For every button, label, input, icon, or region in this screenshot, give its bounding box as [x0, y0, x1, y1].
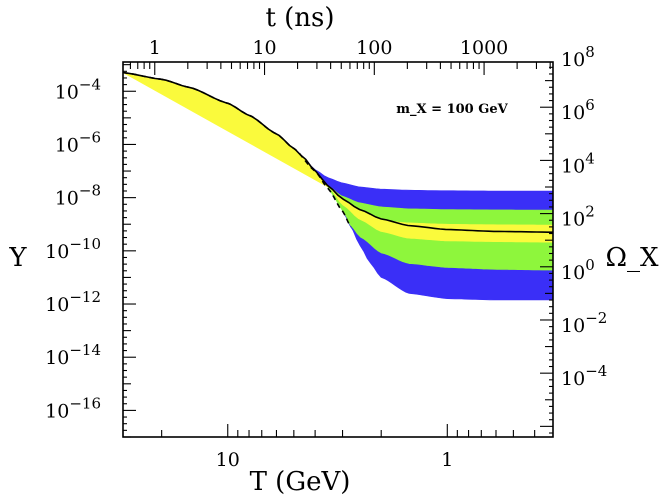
y2-tick-exponent: 0 [585, 256, 595, 274]
y2-tick-label: 102 [561, 203, 595, 231]
y2-tick-base: 10 [561, 315, 585, 337]
y2-tick-label: 10−2 [561, 309, 607, 337]
band-outer-upper [293, 148, 553, 211]
y2-tick-exponent: 4 [585, 149, 595, 167]
y-tick-label: 10−16 [45, 394, 101, 422]
y2-tick-label: 100 [561, 256, 595, 284]
relic-density-bands [123, 72, 553, 301]
y2-tick-exponent: −4 [585, 362, 607, 380]
y-tick-exponent: −12 [69, 288, 101, 306]
curve-freeze-out-central- [123, 71, 553, 233]
y-tick-label: 10−14 [45, 341, 101, 369]
y-tick-label: 10−4 [55, 75, 101, 103]
y2-tick-exponent: 2 [585, 203, 595, 221]
y2-axis-title: Ω_X [605, 243, 659, 273]
y-tick-exponent: −10 [69, 235, 101, 253]
y-tick-base: 10 [55, 188, 79, 210]
plot-frame [122, 61, 554, 438]
y-tick-base: 10 [55, 81, 79, 103]
x2-axis-title: t (ns) [265, 3, 334, 33]
y-tick-label: 10−8 [55, 182, 101, 210]
y2-tick-base: 10 [561, 209, 585, 231]
y2-tick-label: 106 [561, 96, 595, 124]
y-tick-exponent: −16 [69, 394, 101, 412]
y-tick-exponent: −4 [79, 75, 101, 93]
y-tick-exponent: −8 [79, 182, 101, 200]
curve-equilibrium [123, 71, 352, 228]
axis-ticks [122, 62, 553, 438]
x-tick-label: 1 [441, 449, 453, 471]
x2-tick-label: 10 [252, 37, 276, 59]
x2-tick-label: 1 [149, 37, 161, 59]
y-tick-base: 10 [55, 134, 79, 156]
y-tick-base: 10 [45, 241, 69, 263]
x-axis-title: T (GeV) [250, 467, 351, 497]
y-tick-base: 10 [45, 294, 69, 316]
y-tick-base: 10 [45, 400, 69, 422]
y2-tick-base: 10 [561, 368, 585, 390]
abundance-curves [123, 71, 553, 233]
y-tick-base: 10 [45, 347, 69, 369]
band-outer-lower [342, 210, 553, 301]
y-tick-label: 10−12 [45, 288, 101, 316]
y2-tick-base: 10 [561, 155, 585, 177]
y-tick-label: 10−6 [55, 128, 101, 156]
x2-tick-label: 100 [356, 37, 392, 59]
y2-tick-label: 108 [561, 43, 595, 71]
y2-tick-label: 104 [561, 149, 595, 177]
x-tick-label: 10 [216, 449, 240, 471]
y2-tick-exponent: 6 [585, 96, 595, 114]
x2-tick-label: 1000 [460, 37, 508, 59]
y-tick-label: 10−10 [45, 235, 101, 263]
y2-tick-base: 10 [561, 102, 585, 124]
y2-tick-label: 10−4 [561, 362, 607, 390]
y-tick-exponent: −14 [69, 341, 101, 359]
y2-tick-base: 10 [561, 49, 585, 71]
y-tick-exponent: −6 [79, 128, 101, 146]
y2-tick-exponent: 8 [585, 43, 595, 61]
y-axis-title: Y [8, 243, 27, 273]
tick-labels: 10 11 10 100 100010−410−610−810−1010−1210−14… [45, 37, 607, 471]
y2-tick-exponent: −2 [585, 309, 607, 327]
mass-annotation: m_X = 100 GeV [396, 102, 508, 117]
y2-tick-base: 10 [561, 262, 585, 284]
